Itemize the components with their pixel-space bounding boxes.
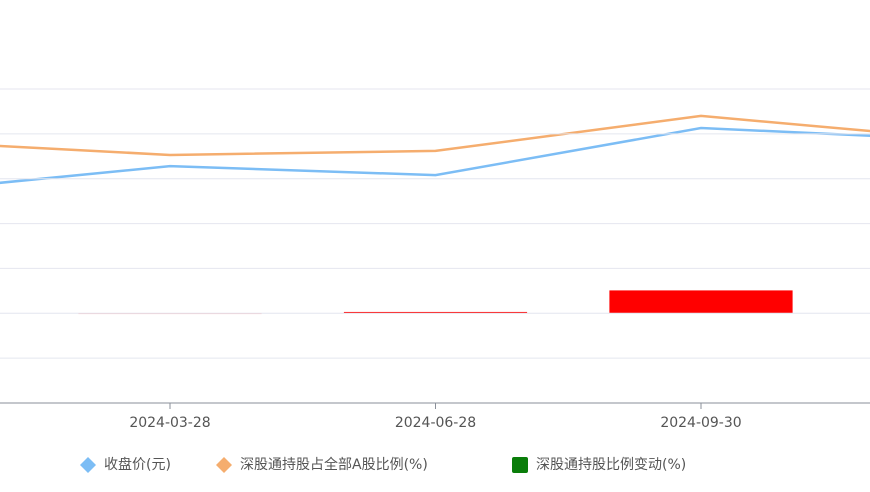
- x-tick-label: 2024-06-28: [395, 415, 476, 431]
- legend-label: 收盘价(元): [104, 456, 171, 473]
- bar: [343, 311, 528, 314]
- bar: [609, 290, 793, 314]
- x-tick-label: 2024-03-28: [129, 415, 210, 431]
- legend-label: 深股通持股占全部A股比例(%): [240, 456, 428, 473]
- legend-swatch: [512, 457, 528, 473]
- line-series: [0, 114, 870, 157]
- legend-swatch: [216, 457, 232, 473]
- legend-label: 深股通持股比例变动(%): [536, 457, 686, 473]
- x-tick-label: 2024-09-30: [660, 415, 741, 431]
- plot-area: [0, 114, 870, 315]
- line-series: [0, 126, 870, 185]
- legend-swatch: [80, 457, 96, 473]
